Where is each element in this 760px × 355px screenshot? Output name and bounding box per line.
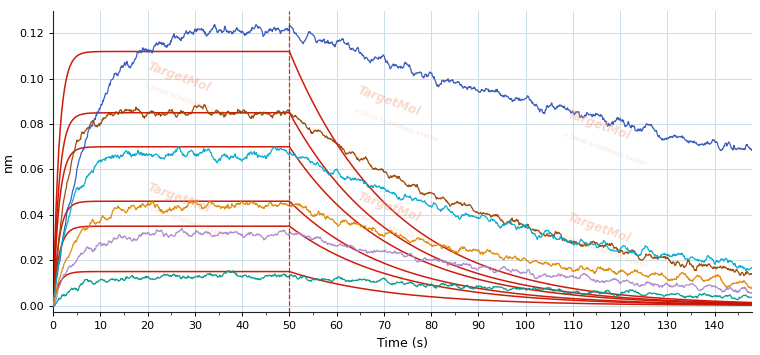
Text: TargetMol: TargetMol <box>565 108 632 143</box>
Text: TargetMol: TargetMol <box>356 84 422 119</box>
Text: TargetMol: TargetMol <box>146 60 212 94</box>
Text: TargetMol: TargetMol <box>565 211 632 245</box>
Text: A DRUG SCREENING EXPERT: A DRUG SCREENING EXPERT <box>563 235 648 269</box>
Text: A DRUG SCREENING EXPERT: A DRUG SCREENING EXPERT <box>563 132 648 167</box>
Y-axis label: nm: nm <box>2 152 15 171</box>
Text: A DRUG SCREENING EXPERT: A DRUG SCREENING EXPERT <box>353 213 439 248</box>
Text: TargetMol: TargetMol <box>356 189 422 224</box>
Text: A DRUG SCREENING EXPERT: A DRUG SCREENING EXPERT <box>353 108 439 143</box>
Text: TargetMol: TargetMol <box>146 180 212 215</box>
Text: A DRUG SCREENING EXPERT: A DRUG SCREENING EXPERT <box>144 204 229 239</box>
X-axis label: Time (s): Time (s) <box>377 337 429 350</box>
Text: A DRUG SCREENING EXPERT: A DRUG SCREENING EXPERT <box>144 84 229 119</box>
